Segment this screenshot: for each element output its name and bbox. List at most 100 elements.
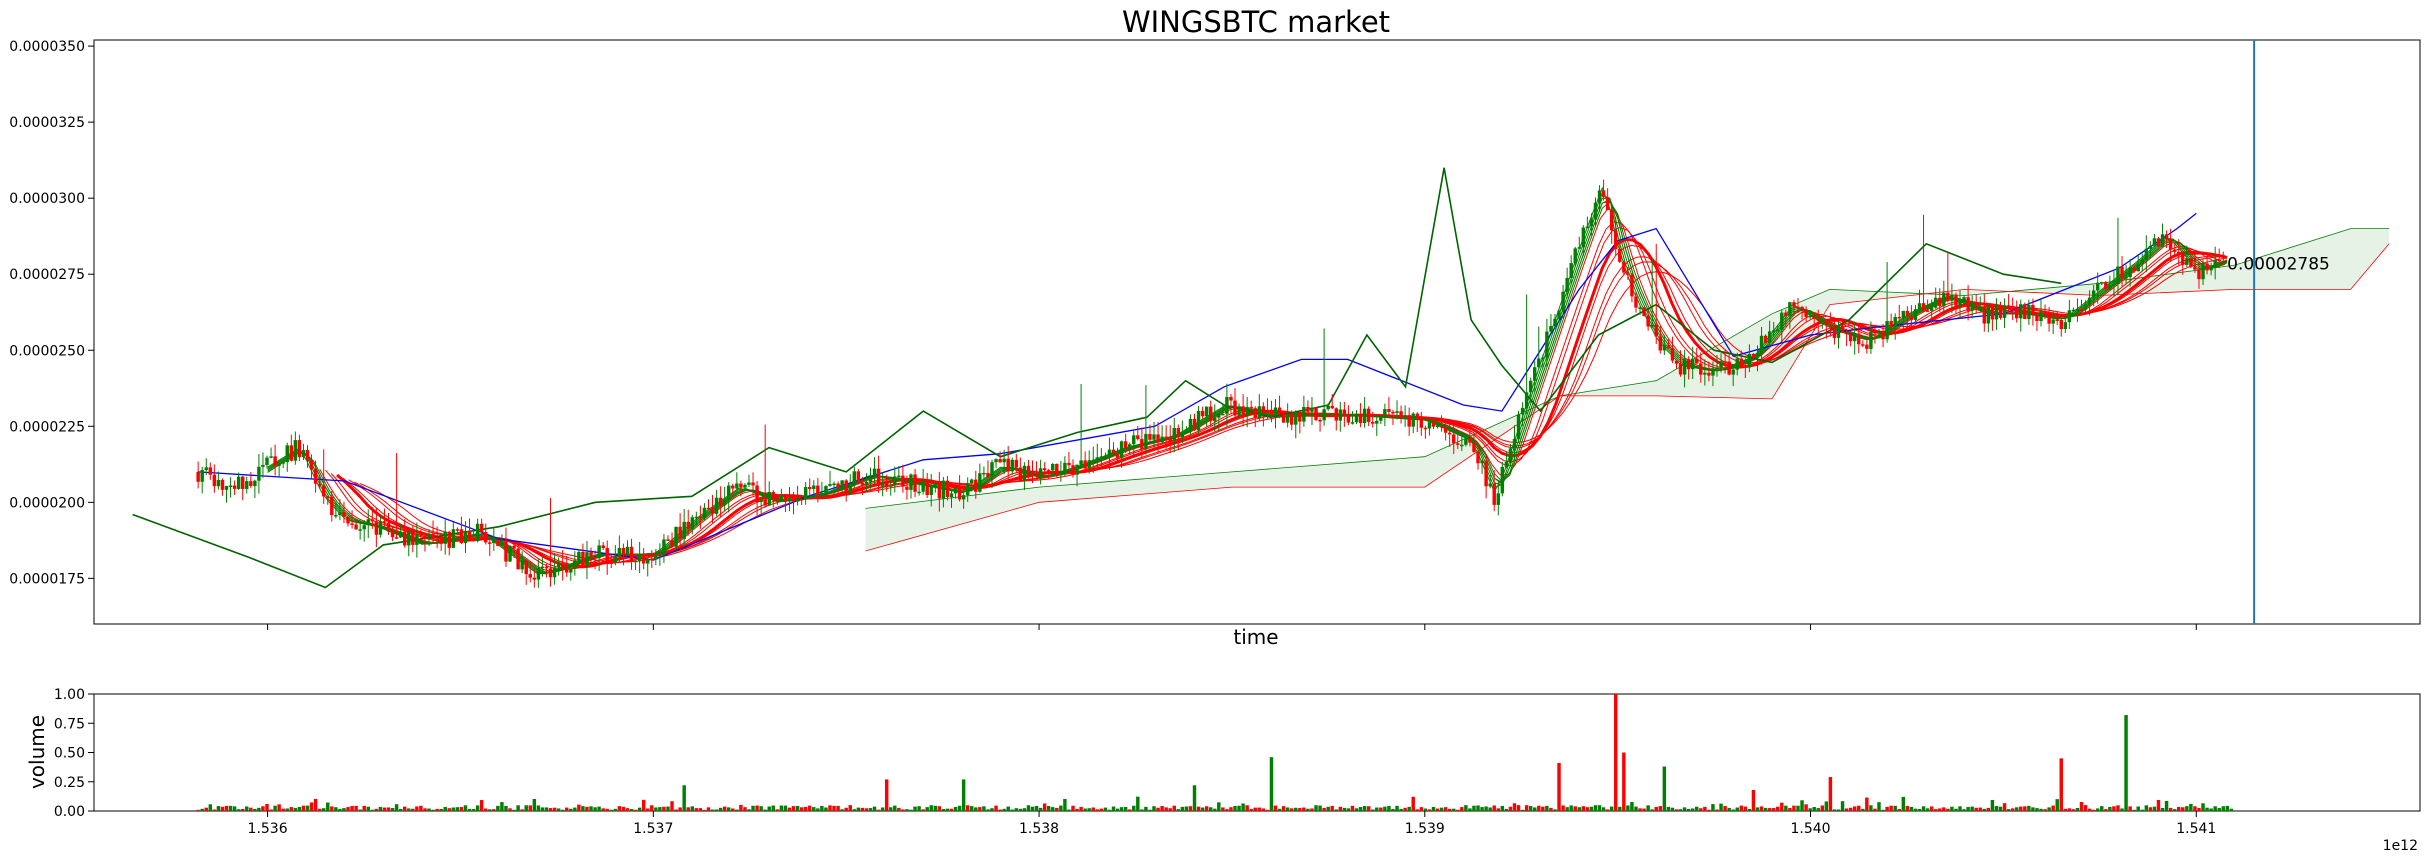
volume-bar-477	[2128, 806, 2132, 811]
volume-bar-297	[1399, 808, 1403, 811]
candle-body-78	[512, 545, 516, 549]
senkou-span-a-line	[865, 228, 2390, 509]
candle-body-430	[1938, 297, 1942, 307]
candle-body-112	[650, 558, 654, 561]
volume-bar-343	[1585, 807, 1590, 811]
candle-body-317	[1480, 460, 1484, 464]
candle-body-223	[1099, 456, 1104, 458]
candle-body-418	[1889, 321, 1893, 327]
volume-bar-157	[832, 805, 836, 811]
candle-body-481	[2144, 248, 2149, 260]
candle-body-143	[775, 499, 780, 501]
candle-body-464	[2075, 309, 2080, 311]
candle-body-374	[1711, 368, 1715, 376]
candle-body-68	[471, 537, 476, 542]
volume-bar-200	[1006, 806, 1010, 811]
candle-body-462	[2067, 310, 2072, 323]
candle-body-456	[2043, 311, 2047, 314]
candle-body-154	[820, 492, 824, 495]
volume-bar-390	[1776, 806, 1780, 811]
candle-body-403	[1828, 325, 1833, 328]
candle-body-213	[1059, 473, 1063, 476]
candle-body-366	[1678, 363, 1683, 375]
candle-body-375	[1715, 367, 1719, 370]
price-panel: 0.0000175 0.0000200 0.0000225 0.0000250 0.00…	[9, 39, 2421, 649]
candle-body-393	[1788, 302, 1792, 316]
volume-bar-277	[1318, 805, 1322, 811]
volume-bar-75	[500, 802, 504, 811]
candle-body-172	[893, 476, 897, 485]
candle-body-17	[265, 457, 269, 465]
candle-body-73	[492, 539, 496, 544]
volume-bar-155	[824, 807, 828, 811]
volume-bar-270	[1289, 808, 1294, 811]
candle-body-338	[1565, 277, 1569, 292]
volume-bar-413	[1869, 805, 1873, 811]
volume-bar-335	[1553, 809, 1557, 811]
candle-body-49	[394, 537, 399, 539]
volume-bar-273	[1302, 807, 1306, 811]
candle-body-251	[1213, 417, 1217, 422]
candlesticks	[196, 179, 2225, 588]
volume-bar-410	[1857, 805, 1861, 811]
candle-body-166	[868, 476, 873, 482]
candle-body-499	[2217, 259, 2221, 262]
candle-body-102	[609, 562, 613, 564]
volume-bar-351	[1618, 806, 1622, 811]
volume-bar-384	[1751, 789, 1756, 811]
volume-bar-78	[512, 809, 516, 811]
candle-body-56	[423, 535, 427, 540]
volume-bar-224	[1103, 807, 1108, 811]
volume-bar-478	[2132, 809, 2136, 811]
volume-bar-340	[1573, 806, 1577, 811]
candle-body-377	[1723, 361, 1727, 363]
candle-body-274	[1306, 407, 1310, 412]
volume-bar-206	[1030, 806, 1035, 811]
volume-bar-146	[787, 807, 792, 811]
volume-bar-435	[1958, 806, 1962, 811]
volume-bar-275	[1310, 808, 1314, 811]
volume-bar-104	[617, 806, 622, 811]
volume-bar-180	[925, 807, 929, 811]
candle-body-427	[1925, 310, 1930, 312]
volume-bar-15	[257, 807, 261, 811]
candle-body-258	[1241, 406, 1245, 416]
candle-body-212	[1055, 463, 1059, 476]
volume-bar-295	[1391, 808, 1395, 811]
candle-body-328	[1524, 392, 1529, 408]
volume-bar-334	[1549, 807, 1553, 811]
volume-bar-245	[1188, 806, 1193, 811]
candle-body-168	[876, 468, 881, 486]
volume-y-tick-label-0: 0.00	[54, 804, 85, 820]
candle-body-290	[1371, 421, 1375, 424]
candle-body-98	[593, 557, 597, 559]
volume-bar-26	[301, 805, 306, 811]
candle-body-385	[1755, 353, 1760, 358]
volume-bar-447	[2006, 809, 2011, 811]
candle-body-39	[354, 524, 358, 530]
volume-bar-457	[2047, 807, 2051, 811]
volume-bar-344	[1589, 806, 1594, 811]
volume-bar-402	[1824, 801, 1829, 811]
volume-bar-319	[1488, 807, 1492, 811]
candle-body-443	[1990, 305, 1995, 320]
candle-body-28	[309, 459, 314, 470]
candle-body-386	[1759, 335, 1764, 354]
volume-bar-387	[1763, 807, 1768, 811]
volume-bar-85	[540, 807, 545, 811]
volume-bar-453	[2031, 807, 2035, 811]
candle-body-188	[957, 487, 962, 500]
volume-bar-52	[407, 808, 411, 811]
volume-bar-29	[313, 798, 318, 811]
candle-body-446	[2002, 305, 2007, 318]
volume-bar-301	[1415, 809, 1419, 811]
candle-body-346	[1597, 190, 1602, 203]
candle-body-207	[1034, 474, 1039, 476]
volume-bar-405	[1836, 809, 1841, 811]
candle-body-126	[706, 507, 711, 510]
volume-bar-355	[1634, 806, 1638, 811]
volume-bar-398	[1808, 808, 1812, 811]
volume-bar-10	[236, 809, 241, 811]
volume-bar-381	[1739, 805, 1744, 811]
volume-bar-129	[718, 807, 723, 811]
